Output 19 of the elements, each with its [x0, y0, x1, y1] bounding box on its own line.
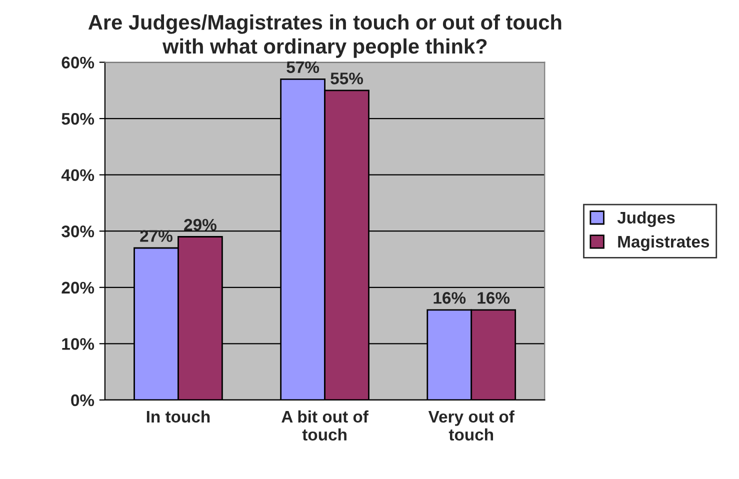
data-label: 55%: [330, 72, 364, 84]
y-tick-label: 0%: [71, 394, 94, 406]
y-tick-label: 20%: [62, 282, 94, 294]
y-tick-label: 30%: [62, 226, 94, 238]
legend-label: Magistrates: [618, 235, 710, 251]
data-label: 29%: [184, 218, 216, 231]
data-label: 27%: [140, 230, 172, 242]
y-tick-label: 40%: [61, 169, 94, 182]
y-tick-label: 50%: [62, 112, 94, 125]
data-label: 16%: [478, 292, 510, 304]
x-tick-label: A bit out of touch: [282, 410, 368, 441]
chart-title: Are Judges/Magistrates in touch or out of touch with what ordinary people think?: [88, 14, 562, 58]
data-label: 16%: [434, 292, 466, 304]
y-tick-label: 10%: [62, 338, 94, 350]
x-tick-label: In touch: [146, 410, 210, 423]
data-label: 57%: [286, 61, 320, 74]
y-tick-label: 60%: [62, 56, 94, 68]
legend-label: Judges: [617, 211, 675, 227]
x-tick-label: Very out of touch: [428, 410, 514, 441]
